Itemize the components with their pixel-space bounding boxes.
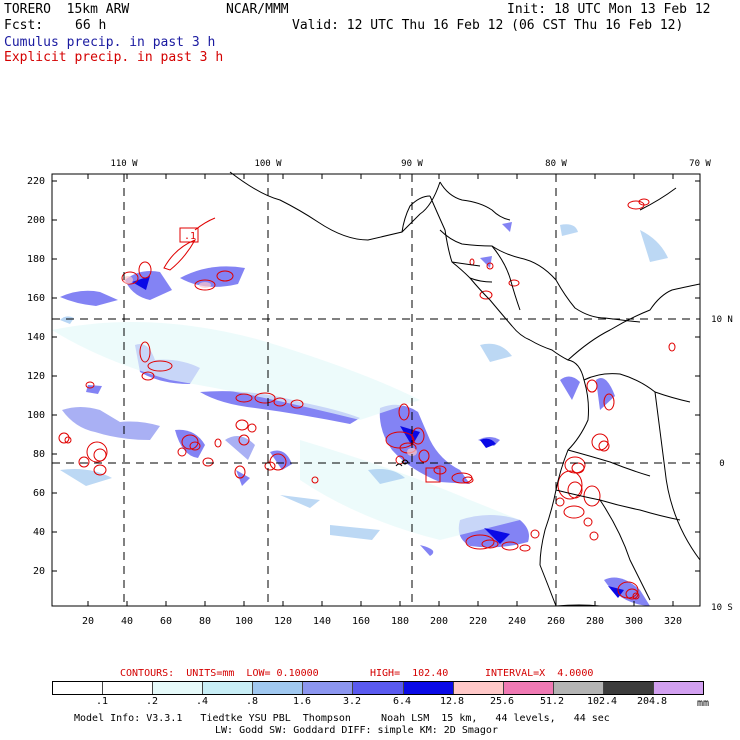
y-tick-label: 220: [27, 176, 45, 187]
contour-interval: INTERVAL=X 4.0000: [485, 668, 594, 679]
legend-swatch: [353, 682, 404, 694]
org-label: NCAR/MMM: [226, 2, 289, 17]
x-tick-label: 80: [199, 616, 211, 627]
y-tick-label: 200: [27, 215, 45, 226]
contour-units: CONTOURS: UNITS=mm LOW= 0.10000: [120, 668, 319, 679]
axis-labels: 110 W 100 W 90 W 80 W 70 W 10 N 0 10 S 220 200 180…: [27, 159, 733, 627]
svg-text:.1: .1: [184, 231, 196, 242]
model-info-line2: LW: Godd SW: Goddard DIFF: simple KM: 2D…: [215, 725, 498, 736]
legend-label: 102.4: [586, 696, 618, 707]
y-tick-label: 40: [33, 527, 45, 538]
legend-swatch: [403, 682, 454, 694]
x-tick-label: 300: [625, 616, 643, 627]
valid-time: Valid: 12 UTC Thu 16 Feb 12 (06 CST Thu …: [292, 18, 684, 33]
contour-high: HIGH= 102.40: [370, 668, 449, 679]
x-tick-label: 160: [352, 616, 370, 627]
x-tick-label: 60: [160, 616, 172, 627]
lat-label: 10 S: [711, 603, 733, 613]
y-tick-label: 160: [27, 293, 45, 304]
legend-label: 204.8: [636, 696, 668, 707]
x-tick-label: 240: [508, 616, 526, 627]
explicit-precip-fill: [123, 276, 417, 456]
legend-label: 51.2: [539, 696, 565, 707]
axis-ticks: [52, 174, 700, 606]
legend-swatch: [253, 682, 304, 694]
legend-unit: mm: [697, 698, 710, 709]
legend-label: 12.8: [439, 696, 465, 707]
lon-label: 80 W: [545, 159, 567, 169]
x-tick-label: 40: [121, 616, 133, 627]
heavy-cumulus-shading: [132, 276, 624, 598]
legend-label: .8: [245, 696, 259, 707]
model-info-line1: Model Info: V3.3.1 Tiedtke YSU PBL Thomp…: [74, 713, 610, 724]
lat-lon-gridlines: [52, 174, 700, 606]
lon-label: 70 W: [689, 159, 711, 169]
color-legend: [52, 681, 704, 695]
high-marker: .1: [179, 227, 441, 483]
legend-swatch: [103, 682, 154, 694]
y-tick-label: 120: [27, 371, 45, 382]
legend-swatch: [53, 682, 104, 694]
y-tick-label: 20: [33, 566, 45, 577]
legend-swatch: [203, 682, 254, 694]
legend-label: 6.4: [392, 696, 412, 707]
x-tick-label: 280: [586, 616, 604, 627]
x-tick-label: 220: [469, 616, 487, 627]
map-frame: [51, 173, 701, 607]
x-tick-label: 200: [430, 616, 448, 627]
x-tick-label: 100: [235, 616, 253, 627]
legend-swatch: [603, 682, 654, 694]
x-tick-label: 260: [547, 616, 565, 627]
lat-label: 0: [719, 459, 724, 469]
legend-label: 1.6: [292, 696, 312, 707]
lon-label: 110 W: [110, 159, 138, 169]
model-title: TORERO 15km ARW: [4, 2, 130, 17]
legend-swatch: [153, 682, 204, 694]
y-tick-label: 140: [27, 332, 45, 343]
fcst-label: Fcst:: [4, 18, 44, 33]
legend-label: .4: [195, 696, 209, 707]
y-tick-label: 100: [27, 410, 45, 421]
lon-label: 90 W: [401, 159, 423, 169]
explicit-precip-label: Explicit precip. in past 3 h: [4, 50, 224, 65]
lon-label: 100 W: [254, 159, 282, 169]
legend-swatch: [503, 682, 554, 694]
x-tick-label: 320: [664, 616, 682, 627]
light-precip-shading: [52, 224, 668, 540]
legend-label: 3.2: [342, 696, 362, 707]
y-tick-label: 60: [33, 488, 45, 499]
legend-swatch: [453, 682, 504, 694]
cumulus-precip-label: Cumulus precip. in past 3 h: [4, 35, 216, 50]
x-tick-label: 180: [391, 616, 409, 627]
explicit-precip-contours: [58, 198, 676, 600]
legend-label: 25.6: [489, 696, 515, 707]
x-tick-label: 140: [313, 616, 331, 627]
x-tick-label: 20: [82, 616, 94, 627]
coastlines: [229, 171, 701, 607]
legend-label: .2: [145, 696, 159, 707]
lat-label: 10 N: [711, 315, 733, 325]
x-tick-label: 120: [274, 616, 292, 627]
legend-swatch: [303, 682, 354, 694]
legend-swatch: [553, 682, 604, 694]
y-tick-label: 80: [33, 449, 45, 460]
fcst-value: 66 h: [75, 18, 107, 33]
legend-label: .1: [95, 696, 109, 707]
legend-swatch: [653, 682, 704, 694]
y-tick-label: 180: [27, 254, 45, 265]
init-time: Init: 18 UTC Mon 13 Feb 12: [507, 2, 711, 17]
